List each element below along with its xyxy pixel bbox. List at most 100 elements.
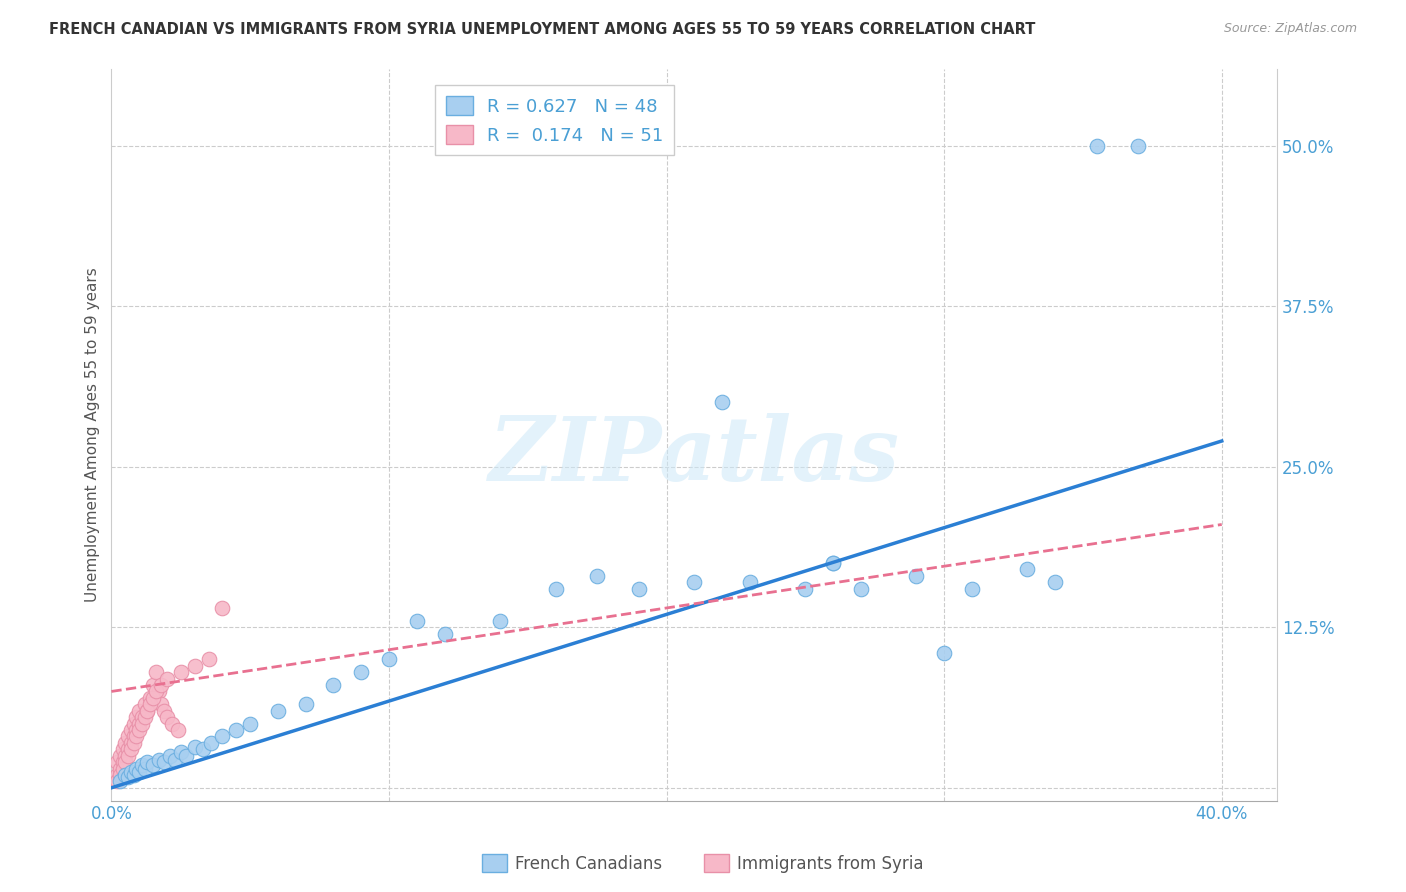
- Point: [823, 556, 845, 570]
- Point: [122, 736, 145, 750]
- Point: [1128, 138, 1150, 153]
- Point: [1017, 562, 1039, 576]
- Point: [122, 716, 145, 731]
- Point: [1085, 138, 1108, 153]
- Point: [322, 678, 344, 692]
- Point: [142, 757, 165, 772]
- Point: [122, 730, 145, 744]
- Point: [114, 755, 136, 769]
- Point: [794, 582, 817, 596]
- Point: [239, 716, 262, 731]
- Point: [176, 748, 198, 763]
- Point: [433, 626, 456, 640]
- Point: [148, 684, 170, 698]
- Point: [905, 569, 928, 583]
- Point: [683, 575, 706, 590]
- Point: [200, 736, 222, 750]
- Point: [120, 723, 142, 737]
- Text: ZIPatlas: ZIPatlas: [489, 413, 900, 500]
- Point: [183, 739, 205, 754]
- Point: [108, 762, 131, 776]
- Point: [153, 755, 176, 769]
- Point: [156, 710, 179, 724]
- Point: [128, 704, 150, 718]
- Point: [405, 614, 427, 628]
- Point: [117, 742, 139, 756]
- Point: [1045, 575, 1067, 590]
- Point: [122, 768, 145, 782]
- Point: [134, 698, 156, 712]
- Point: [128, 765, 150, 780]
- Point: [111, 742, 134, 756]
- Point: [117, 730, 139, 744]
- Point: [170, 665, 193, 680]
- Point: [111, 755, 134, 769]
- Point: [489, 614, 512, 628]
- Point: [114, 748, 136, 763]
- Point: [128, 716, 150, 731]
- Point: [153, 704, 176, 718]
- Point: [114, 768, 136, 782]
- Point: [131, 710, 153, 724]
- Point: [711, 395, 734, 409]
- Point: [159, 748, 181, 763]
- Point: [183, 658, 205, 673]
- Point: [960, 582, 983, 596]
- Point: [211, 730, 233, 744]
- Point: [136, 704, 159, 718]
- Point: [170, 745, 193, 759]
- Y-axis label: Unemployment Among Ages 55 to 59 years: Unemployment Among Ages 55 to 59 years: [86, 268, 100, 602]
- Point: [134, 762, 156, 776]
- Point: [167, 723, 190, 737]
- Point: [165, 752, 187, 766]
- Point: [120, 765, 142, 780]
- Point: [294, 698, 316, 712]
- Point: [136, 755, 159, 769]
- Point: [108, 748, 131, 763]
- Point: [148, 752, 170, 766]
- Point: [117, 771, 139, 785]
- Point: [350, 665, 373, 680]
- Point: [125, 710, 148, 724]
- Point: [125, 762, 148, 776]
- Point: [105, 768, 128, 782]
- Point: [627, 582, 650, 596]
- Point: [823, 556, 845, 570]
- Text: Source: ZipAtlas.com: Source: ZipAtlas.com: [1223, 22, 1357, 36]
- Point: [378, 652, 401, 666]
- Point: [145, 665, 167, 680]
- Point: [139, 690, 162, 705]
- Point: [197, 652, 219, 666]
- Point: [120, 736, 142, 750]
- Point: [267, 704, 290, 718]
- Point: [105, 774, 128, 789]
- Point: [136, 704, 159, 718]
- Point: [117, 748, 139, 763]
- Point: [156, 672, 179, 686]
- Legend: French Canadians, Immigrants from Syria: French Canadians, Immigrants from Syria: [475, 847, 931, 880]
- Point: [225, 723, 247, 737]
- Point: [111, 762, 134, 776]
- Point: [586, 569, 609, 583]
- Point: [120, 742, 142, 756]
- Point: [142, 678, 165, 692]
- Point: [134, 710, 156, 724]
- Point: [162, 716, 184, 731]
- Point: [131, 716, 153, 731]
- Point: [108, 768, 131, 782]
- Point: [125, 723, 148, 737]
- Point: [544, 582, 567, 596]
- Point: [849, 582, 872, 596]
- Point: [105, 755, 128, 769]
- Point: [934, 646, 956, 660]
- Point: [142, 690, 165, 705]
- Point: [125, 730, 148, 744]
- Point: [211, 601, 233, 615]
- Point: [139, 698, 162, 712]
- Point: [145, 684, 167, 698]
- Point: [191, 742, 214, 756]
- Point: [128, 723, 150, 737]
- Point: [150, 678, 173, 692]
- Text: FRENCH CANADIAN VS IMMIGRANTS FROM SYRIA UNEMPLOYMENT AMONG AGES 55 TO 59 YEARS : FRENCH CANADIAN VS IMMIGRANTS FROM SYRIA…: [49, 22, 1036, 37]
- Point: [114, 736, 136, 750]
